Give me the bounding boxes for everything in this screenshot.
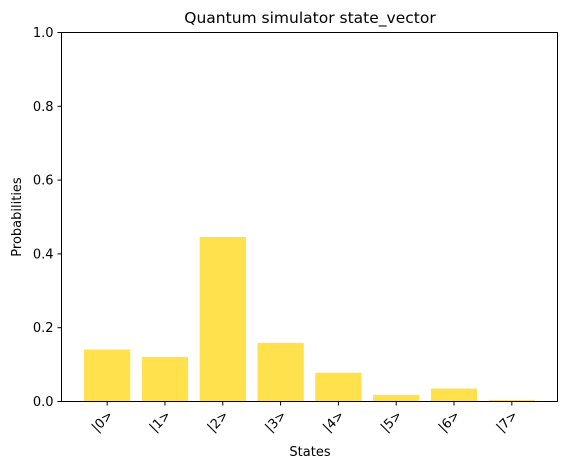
bars-group bbox=[84, 236, 535, 402]
bar-1 bbox=[141, 356, 189, 402]
y-axis-label: Probabilities bbox=[10, 177, 25, 257]
bar-0 bbox=[84, 349, 131, 402]
bar-5 bbox=[373, 394, 420, 402]
bar-3 bbox=[257, 342, 304, 402]
x-axis-label: States bbox=[289, 445, 330, 460]
y-tick-label: 0.0 bbox=[33, 395, 54, 410]
y-axis: 0.0 0.2 0.4 0.6 0.8 1.0 bbox=[33, 26, 62, 410]
y-tick-label: 0.8 bbox=[33, 100, 54, 115]
y-tick-label: 0.6 bbox=[33, 174, 54, 189]
x-tick-label: |1> bbox=[147, 408, 174, 435]
chart-title: Quantum simulator state_vector bbox=[184, 9, 436, 28]
x-tick-label: |7> bbox=[494, 408, 521, 435]
y-tick-label: 1.0 bbox=[33, 26, 54, 41]
x-tick-label: |0> bbox=[89, 408, 116, 435]
x-tick-label: |2> bbox=[205, 408, 232, 435]
x-tick-label: |3> bbox=[263, 408, 290, 435]
x-tick-label: |5> bbox=[378, 408, 405, 435]
y-tick-label: 0.2 bbox=[33, 321, 54, 336]
bar-2 bbox=[199, 236, 246, 402]
x-tick-label: |6> bbox=[436, 408, 463, 435]
bar-7 bbox=[488, 400, 535, 402]
plot-frame bbox=[61, 32, 558, 402]
y-tick-label: 0.4 bbox=[33, 247, 54, 262]
bar-6 bbox=[430, 388, 478, 402]
x-axis: |0> |1> |2> |3> |4> |5> |6> |7> bbox=[89, 401, 521, 435]
x-tick-label: |4> bbox=[320, 408, 347, 435]
bar-4 bbox=[315, 372, 362, 402]
